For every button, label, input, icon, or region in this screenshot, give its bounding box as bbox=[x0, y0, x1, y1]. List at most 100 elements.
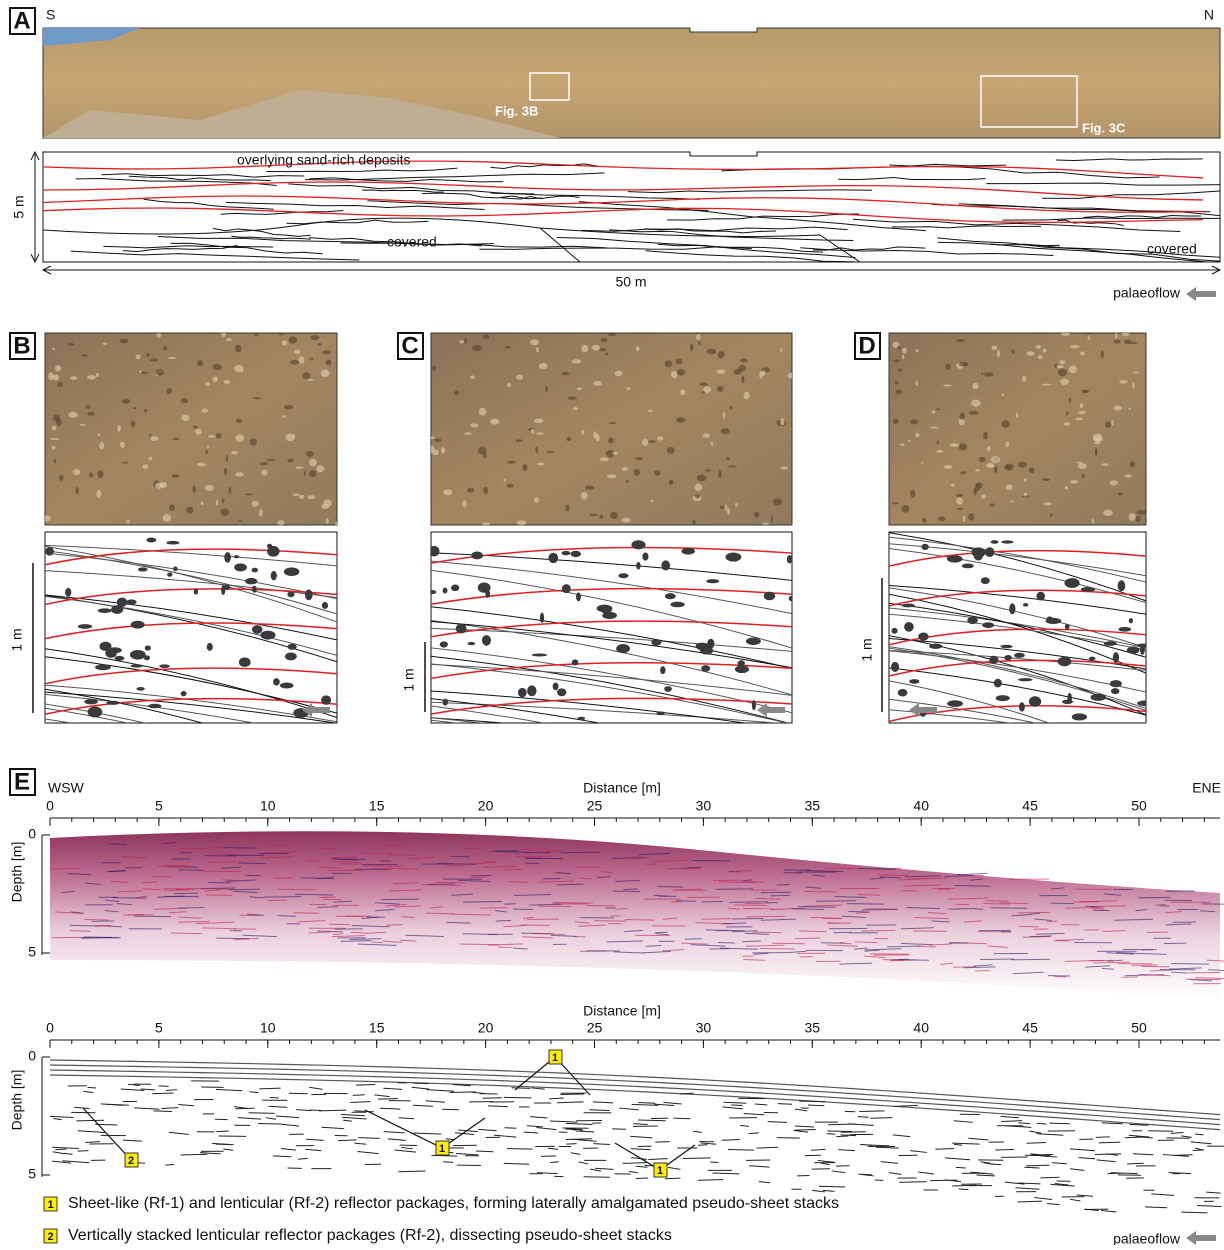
clast bbox=[96, 490, 101, 498]
reflector bbox=[701, 901, 723, 902]
clast bbox=[1022, 376, 1027, 382]
clast bbox=[585, 485, 594, 489]
clast bbox=[309, 470, 316, 477]
clast bbox=[299, 495, 304, 499]
clast bbox=[150, 436, 158, 441]
reflector-trace bbox=[527, 1126, 543, 1127]
reflector bbox=[426, 913, 454, 914]
clast bbox=[1127, 646, 1140, 653]
reflector-trace bbox=[673, 1118, 690, 1119]
clast bbox=[238, 520, 242, 522]
clast bbox=[901, 505, 909, 513]
clast bbox=[522, 464, 527, 471]
clast bbox=[573, 407, 578, 410]
reflector bbox=[496, 920, 511, 921]
clast bbox=[1111, 420, 1113, 426]
clast bbox=[642, 552, 648, 560]
clast bbox=[1078, 411, 1086, 414]
reflector-trace bbox=[123, 1140, 142, 1141]
clast bbox=[1024, 478, 1027, 482]
clast bbox=[780, 418, 784, 425]
reflector-trace bbox=[918, 1172, 934, 1174]
clast bbox=[163, 346, 167, 350]
clast bbox=[546, 451, 554, 453]
clast bbox=[1095, 449, 1097, 455]
clast bbox=[991, 456, 1000, 463]
clast bbox=[1128, 407, 1131, 409]
clast bbox=[267, 546, 279, 557]
clast bbox=[122, 462, 128, 464]
reflector bbox=[463, 902, 502, 903]
clast bbox=[261, 470, 267, 476]
clast bbox=[1091, 694, 1107, 701]
clast bbox=[956, 498, 963, 505]
reflector-trace bbox=[412, 1087, 430, 1089]
reflector-trace bbox=[593, 1144, 610, 1145]
reflector-trace bbox=[456, 1154, 478, 1156]
clast bbox=[180, 398, 188, 403]
foreset-line bbox=[45, 725, 337, 804]
orientation-label: S bbox=[46, 7, 55, 23]
clast bbox=[1043, 502, 1052, 505]
clast bbox=[702, 391, 705, 394]
reflector-trace bbox=[910, 1151, 927, 1153]
clast bbox=[562, 551, 571, 555]
clast bbox=[1058, 657, 1072, 667]
clast bbox=[1001, 540, 1013, 543]
reflector bbox=[1065, 908, 1103, 909]
clast bbox=[557, 688, 566, 696]
reflector-trace bbox=[399, 1118, 414, 1119]
clast bbox=[636, 562, 640, 570]
clast bbox=[636, 346, 640, 351]
clast bbox=[254, 330, 259, 337]
reflector bbox=[485, 862, 497, 863]
reflector-trace bbox=[1181, 1212, 1207, 1213]
reflector bbox=[371, 942, 382, 943]
clast bbox=[983, 432, 988, 440]
clast bbox=[618, 573, 628, 578]
x-tick-label: 20 bbox=[478, 798, 494, 814]
x-tick-label: 0 bbox=[46, 798, 54, 814]
clast bbox=[107, 701, 120, 705]
reflector-trace bbox=[663, 1102, 681, 1104]
clast bbox=[627, 387, 631, 390]
clast bbox=[287, 592, 294, 598]
outcrop-photo bbox=[431, 333, 792, 525]
clast bbox=[667, 447, 675, 454]
clast bbox=[985, 547, 995, 557]
reflector bbox=[223, 848, 255, 849]
clast bbox=[787, 555, 793, 563]
clast bbox=[120, 339, 129, 344]
palaeoflow-label: palaeoflow bbox=[1113, 285, 1181, 301]
clast bbox=[581, 430, 584, 435]
clast bbox=[443, 588, 448, 594]
clast bbox=[465, 432, 472, 435]
y-tick-label: 5 bbox=[28, 1166, 36, 1182]
reflector-trace bbox=[1096, 1137, 1110, 1138]
clast bbox=[669, 480, 674, 485]
reflector-trace bbox=[380, 1108, 400, 1109]
clast bbox=[930, 427, 938, 429]
reflector bbox=[657, 887, 683, 888]
reflector-trace bbox=[899, 1182, 926, 1183]
reflector-trace bbox=[483, 1098, 502, 1099]
clast bbox=[994, 679, 1002, 688]
clast bbox=[201, 408, 208, 412]
clast bbox=[702, 433, 709, 438]
clast bbox=[996, 695, 1010, 701]
clast bbox=[224, 468, 227, 475]
reflector-trace bbox=[893, 1135, 910, 1137]
orientation-label: WSW bbox=[48, 780, 85, 796]
clast bbox=[527, 685, 536, 696]
reflector-trace bbox=[794, 1129, 815, 1130]
clast bbox=[207, 643, 213, 651]
reflector-trace bbox=[777, 1138, 800, 1139]
clast bbox=[962, 563, 974, 568]
x-tick-label: 5 bbox=[155, 1020, 163, 1036]
clast bbox=[172, 438, 179, 441]
clast bbox=[534, 497, 539, 502]
clast bbox=[172, 474, 179, 478]
clast bbox=[593, 431, 597, 438]
clast bbox=[108, 647, 122, 653]
clast bbox=[289, 336, 298, 343]
